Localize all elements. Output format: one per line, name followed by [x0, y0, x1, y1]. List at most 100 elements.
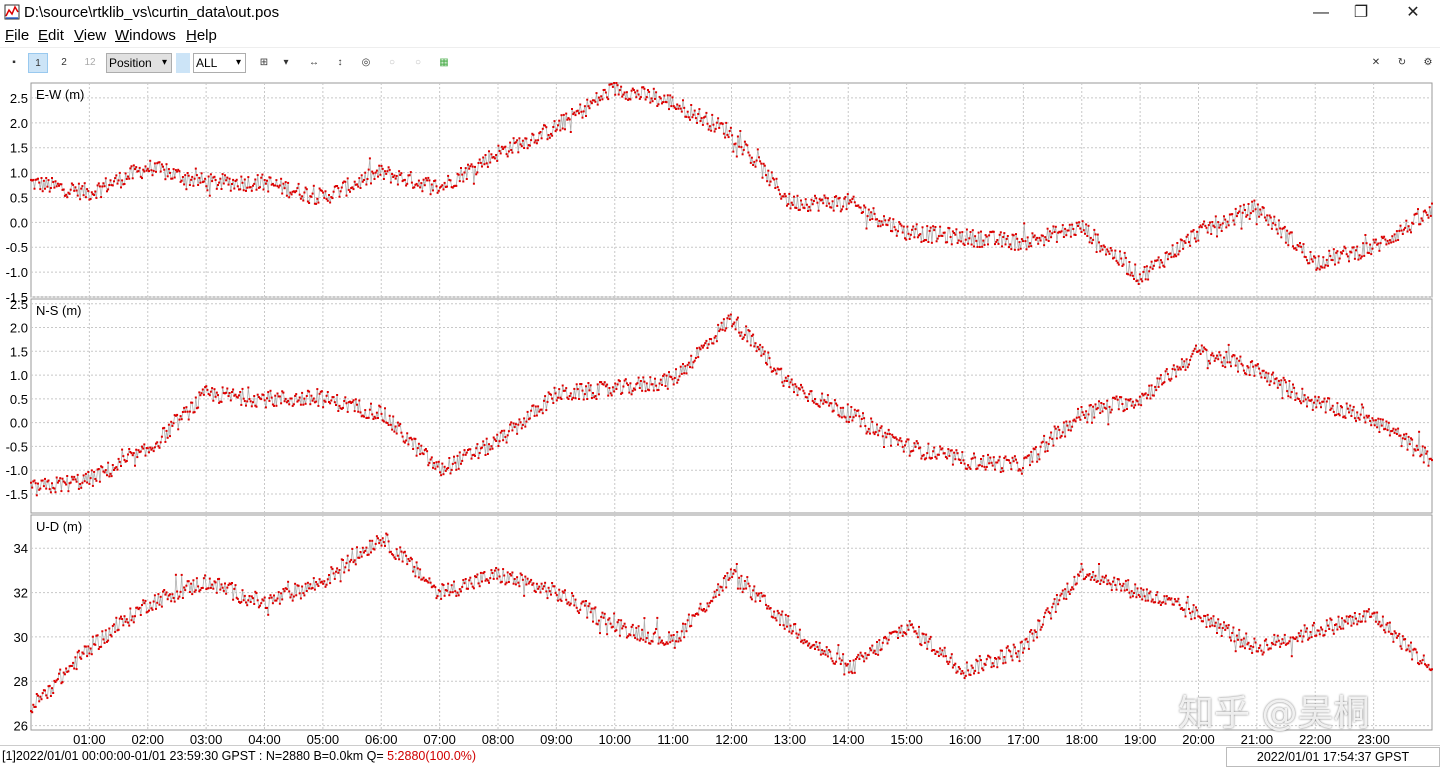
data-point: [616, 84, 619, 87]
data-point: [964, 238, 967, 241]
data-point: [153, 446, 156, 449]
data-point: [474, 165, 476, 168]
plot-type-select[interactable]: Position ▾: [106, 53, 172, 73]
data-point: [913, 442, 916, 445]
satellite-select[interactable]: ALL ▾: [193, 53, 246, 73]
data-point: [304, 582, 307, 585]
data-point: [912, 225, 915, 228]
data-point: [839, 210, 842, 213]
data-point: [1307, 638, 1310, 641]
data-point: [604, 623, 607, 626]
data-point: [962, 459, 965, 462]
data-point: [1101, 575, 1104, 578]
fit-horizontal-icon[interactable]: ↔: [309, 57, 319, 68]
fit-vertical-icon[interactable]: ↕: [337, 57, 343, 68]
position-plot[interactable]: 2.52.01.51.00.50.0-0.5-1.0-1.5E-W (m)2.5…: [0, 80, 1440, 745]
data-point: [1427, 464, 1430, 467]
data-point: [183, 183, 186, 186]
settings-gear-icon[interactable]: ⚙: [1423, 57, 1433, 68]
data-point: [405, 439, 408, 442]
data-point: [1365, 610, 1368, 613]
data-point: [1289, 231, 1292, 234]
data-point: [1107, 579, 1110, 582]
data-point: [893, 436, 896, 439]
data-point: [79, 198, 82, 201]
menu-windows[interactable]: Windows: [115, 27, 176, 44]
clear-icon[interactable]: ✕: [1371, 57, 1381, 68]
data-point: [586, 398, 589, 400]
menu-view[interactable]: View: [74, 27, 106, 44]
data-point: [1178, 366, 1181, 369]
data-point: [72, 183, 75, 186]
center-origin-icon[interactable]: ◎: [361, 57, 371, 68]
data-point: [406, 563, 409, 566]
data-point: [1280, 642, 1283, 645]
data-point: [863, 417, 866, 420]
data-point: [811, 399, 814, 402]
data-point: [596, 623, 599, 626]
reload-icon[interactable]: ↻: [1397, 57, 1407, 68]
data-point: [961, 451, 964, 454]
data-point: [1359, 413, 1362, 416]
data-point: [700, 344, 703, 347]
data-point: [974, 235, 977, 238]
data-point: [1343, 415, 1346, 418]
data-point: [663, 94, 666, 97]
data-point: [1206, 613, 1209, 616]
data-point: [1176, 242, 1179, 244]
data-point: [617, 93, 620, 96]
data-point: [84, 645, 87, 648]
data-point: [1100, 402, 1103, 404]
data-point: [781, 381, 784, 384]
data-point: [166, 175, 169, 178]
data-point: [313, 588, 316, 591]
plot-12-button[interactable]: 12: [80, 53, 100, 73]
x-tick-label: 03:00: [190, 732, 223, 745]
data-point: [491, 572, 494, 574]
data-point: [149, 159, 152, 162]
maximize-button[interactable]: ❐: [1353, 4, 1369, 21]
data-point: [1321, 266, 1324, 269]
show-track-icon[interactable]: ○: [388, 57, 396, 68]
data-point: [1115, 259, 1118, 262]
plot-2-button[interactable]: 2: [54, 53, 74, 73]
data-point: [506, 571, 509, 574]
data-point: [292, 190, 295, 193]
data-point: [1121, 584, 1124, 587]
map-view-icon[interactable]: ▦: [439, 57, 449, 68]
menu-edit[interactable]: Edit: [38, 27, 64, 44]
data-point: [413, 186, 416, 189]
data-point: [672, 383, 675, 386]
data-point: [964, 674, 967, 677]
data-point: [1135, 280, 1138, 283]
data-point: [1311, 408, 1314, 411]
data-point: [1327, 397, 1329, 400]
fix-center-icon[interactable]: ○: [414, 57, 422, 68]
close-button[interactable]: ✕: [1406, 4, 1420, 21]
data-point: [524, 137, 527, 140]
data-point: [497, 568, 500, 571]
data-point: [545, 409, 548, 412]
plot-1-button[interactable]: 1: [28, 53, 48, 73]
data-point: [1142, 394, 1145, 397]
menu-help[interactable]: Help: [186, 27, 217, 44]
data-point: [975, 468, 978, 470]
data-point: [693, 109, 696, 112]
connect-icon[interactable]: ▪: [12, 57, 16, 68]
data-point: [907, 628, 910, 631]
data-point: [393, 430, 396, 433]
data-point: [647, 388, 649, 391]
data-point: [784, 195, 787, 198]
data-point: [690, 104, 693, 106]
minimize-button[interactable]: —: [1313, 4, 1329, 21]
data-point: [1372, 238, 1375, 241]
add-marker-icon[interactable]: ⊞: [259, 57, 269, 68]
data-point: [461, 173, 464, 176]
data-point: [1279, 645, 1282, 648]
data-point: [782, 624, 785, 627]
menu-file[interactable]: File: [5, 27, 29, 44]
data-point: [892, 631, 895, 633]
dropdown-arrow-icon[interactable]: ▾: [283, 57, 289, 68]
data-point: [805, 203, 808, 206]
data-point: [309, 403, 312, 406]
